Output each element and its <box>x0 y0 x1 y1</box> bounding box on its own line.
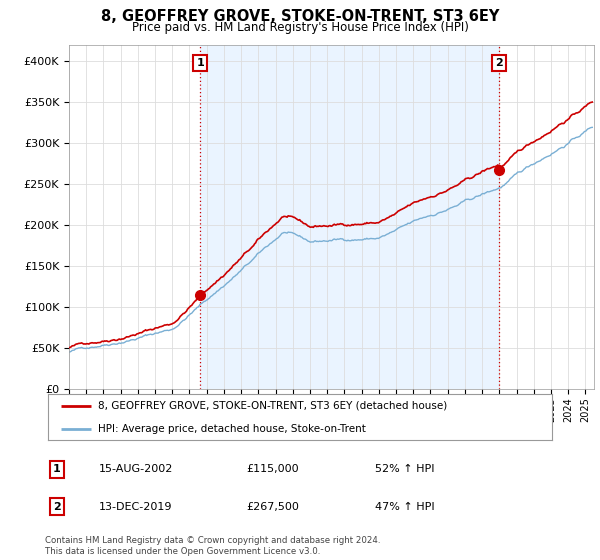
Text: 2: 2 <box>494 58 502 68</box>
Text: Contains HM Land Registry data © Crown copyright and database right 2024.
This d: Contains HM Land Registry data © Crown c… <box>45 536 380 556</box>
Text: HPI: Average price, detached house, Stoke-on-Trent: HPI: Average price, detached house, Stok… <box>98 423 366 433</box>
Text: £267,500: £267,500 <box>246 502 299 512</box>
Text: 47% ↑ HPI: 47% ↑ HPI <box>375 502 434 512</box>
Text: 13-DEC-2019: 13-DEC-2019 <box>99 502 173 512</box>
Text: £115,000: £115,000 <box>246 464 299 474</box>
Text: 8, GEOFFREY GROVE, STOKE-ON-TRENT, ST3 6EY: 8, GEOFFREY GROVE, STOKE-ON-TRENT, ST3 6… <box>101 9 499 24</box>
Text: Price paid vs. HM Land Registry's House Price Index (HPI): Price paid vs. HM Land Registry's House … <box>131 21 469 34</box>
Text: 15-AUG-2002: 15-AUG-2002 <box>99 464 173 474</box>
Text: 1: 1 <box>53 464 61 474</box>
Bar <box>200 45 499 389</box>
Text: 1: 1 <box>196 58 204 68</box>
Text: 2: 2 <box>53 502 61 512</box>
Text: 8, GEOFFREY GROVE, STOKE-ON-TRENT, ST3 6EY (detached house): 8, GEOFFREY GROVE, STOKE-ON-TRENT, ST3 6… <box>98 400 448 410</box>
Text: 52% ↑ HPI: 52% ↑ HPI <box>375 464 434 474</box>
